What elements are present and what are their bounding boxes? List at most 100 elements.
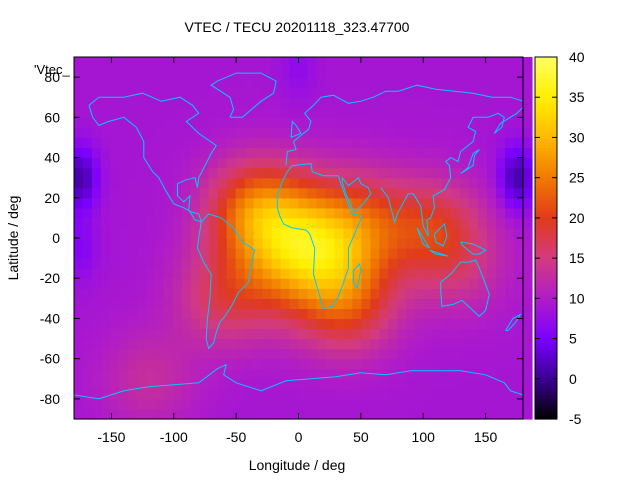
colorbar-swatch [535, 346, 557, 351]
heatmap-cell [154, 348, 165, 360]
heatmap-cell [388, 77, 398, 88]
heatmap-cell [415, 107, 425, 118]
colorbar-swatch [535, 120, 557, 124]
heatmap-cell [469, 167, 479, 179]
heatmap-cell [154, 97, 165, 108]
heatmap-cell [91, 268, 102, 279]
heatmap-cell [298, 338, 309, 350]
heatmap-cell [397, 288, 407, 299]
colorbar-swatch [535, 90, 557, 94]
heatmap-cell [100, 97, 111, 108]
heatmap-cell [181, 388, 192, 400]
heatmap-cell [451, 258, 461, 269]
heatmap-cell [244, 157, 255, 169]
heatmap-cell [343, 398, 353, 410]
heatmap-cell [298, 288, 309, 299]
heatmap-cell [352, 107, 362, 118]
heatmap-cell [406, 57, 416, 68]
heatmap-cell [280, 318, 291, 330]
heatmap-cell [208, 348, 219, 360]
colorbar-swatch [535, 165, 557, 170]
colorbar-swatch [535, 325, 557, 330]
heatmap-cell [298, 207, 309, 219]
heatmap-cell [487, 248, 497, 259]
heatmap-cell [181, 77, 192, 88]
heatmap-cell [136, 408, 147, 420]
heatmap-cell [298, 137, 309, 149]
heatmap-cell [469, 197, 479, 209]
heatmap-cell [127, 97, 138, 108]
heatmap-cell [298, 67, 309, 78]
heatmap-cell [190, 268, 201, 279]
heatmap-cell [226, 318, 237, 330]
heatmap-cell [361, 398, 371, 410]
colorbar-swatch [535, 162, 557, 167]
heatmap-cell [145, 248, 156, 259]
heatmap-cell [316, 107, 327, 118]
heatmap-cell [343, 217, 353, 229]
heatmap-cell [289, 127, 300, 139]
heatmap-cell [280, 157, 291, 169]
heatmap-cell [370, 398, 380, 410]
heatmap-cell [361, 67, 371, 78]
heatmap-cell [514, 388, 524, 400]
heatmap-cell [460, 77, 470, 88]
heatmap-cell [82, 227, 93, 239]
heatmap-cell [271, 87, 282, 98]
heatmap-cell [190, 167, 201, 179]
heatmap-cell [289, 388, 300, 400]
heatmap-cell [370, 127, 380, 139]
heatmap-cell [172, 207, 183, 219]
heatmap-cell [469, 127, 479, 139]
heatmap-cell [370, 167, 380, 179]
heatmap-cell [352, 67, 362, 78]
heatmap-cell [145, 137, 156, 149]
heatmap-cell [262, 97, 273, 108]
heatmap-cell [163, 77, 174, 88]
heatmap-cell [244, 288, 255, 299]
heatmap-cell [181, 217, 192, 229]
heatmap-cell [172, 318, 183, 330]
heatmap-cell [397, 298, 407, 309]
heatmap-cell [172, 388, 183, 400]
heatmap-cell [235, 67, 246, 78]
colorbar-tick-label: 20 [569, 210, 585, 226]
heatmap-cell [208, 258, 219, 269]
heatmap-cell [244, 137, 255, 149]
heatmap-cell [325, 308, 336, 320]
heatmap-cell [74, 348, 84, 360]
heatmap-cell [424, 67, 434, 78]
colorbar-swatch [535, 277, 557, 281]
heatmap-cell [325, 177, 336, 189]
heatmap-cell [334, 238, 344, 249]
heatmap-cell [235, 248, 246, 259]
heatmap-cell [217, 318, 228, 330]
heatmap-cell [82, 207, 93, 219]
heatmap-cell [424, 328, 434, 340]
heatmap-cell [136, 207, 147, 219]
heatmap-cell [82, 197, 93, 209]
heatmap-cell [136, 358, 147, 370]
heatmap-cell [154, 248, 165, 259]
colorbar-swatch [535, 373, 557, 378]
colorbar-swatch [535, 60, 557, 64]
heatmap-cell [74, 308, 84, 320]
heatmap-cell [208, 308, 219, 320]
heatmap-cell [208, 298, 219, 309]
heatmap-cell [271, 147, 282, 159]
heatmap-cell [100, 248, 111, 259]
heatmap-cell [100, 77, 111, 88]
heatmap-cell [289, 67, 300, 78]
heatmap-cell [415, 137, 425, 149]
heatmap-cell [199, 177, 210, 189]
heatmap-cell [280, 378, 291, 390]
heatmap-cell [91, 278, 102, 289]
heatmap-cell [127, 167, 138, 179]
heatmap-cell [352, 187, 362, 199]
colorbar-swatch [535, 244, 557, 248]
heatmap-cell [523, 207, 533, 219]
heatmap-cell [280, 268, 291, 279]
heatmap-cell [496, 187, 506, 199]
heatmap-cell [163, 197, 174, 209]
heatmap-cell [199, 248, 210, 259]
